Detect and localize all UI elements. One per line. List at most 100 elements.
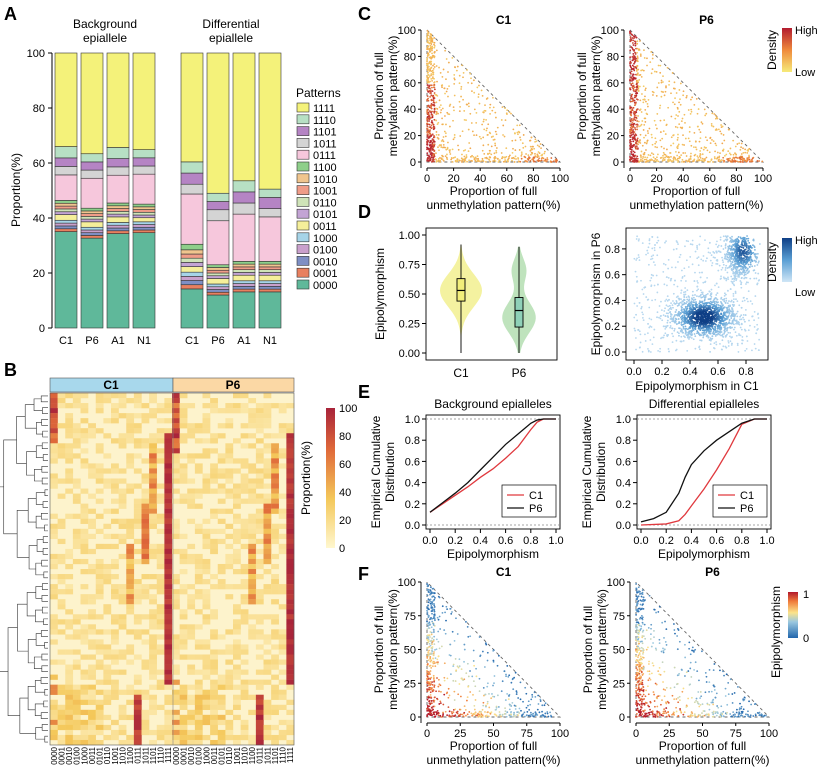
heatmap-cell <box>248 629 257 635</box>
data-point <box>629 132 632 135</box>
heatmap-cell <box>133 629 142 635</box>
heatmap-cell <box>141 503 150 509</box>
ytick-label: 20 <box>404 131 416 143</box>
heatmap-cell <box>126 488 135 494</box>
heatmap-cell <box>248 408 257 414</box>
data-point <box>550 161 552 163</box>
heatmap-cell <box>57 719 66 726</box>
heatmap-cell <box>202 478 211 484</box>
heatmap-cell <box>103 418 112 424</box>
heatmap-cell <box>118 729 127 736</box>
heatmap-cell <box>202 664 211 670</box>
scatter-point <box>727 331 730 334</box>
data-point <box>634 154 637 157</box>
heatmap-cell <box>255 599 264 605</box>
heatmap-cell <box>88 674 96 680</box>
data-point <box>470 82 473 85</box>
data-point <box>475 111 478 114</box>
heatmap-cell <box>72 649 81 655</box>
data-point <box>435 152 437 155</box>
scatter-point <box>715 343 718 346</box>
panel-a-legend: Patterns 1111111011011011011111001010100… <box>296 86 341 292</box>
data-point <box>486 97 489 100</box>
data-point <box>685 155 688 157</box>
heatmap-cell <box>133 674 142 680</box>
data-point <box>672 158 675 161</box>
heatmap-cell <box>133 594 142 600</box>
heatmap-cell <box>202 418 211 424</box>
data-point <box>430 74 432 77</box>
scatter-point <box>657 349 660 352</box>
heatmap-cell <box>248 433 257 439</box>
data-point <box>715 144 718 147</box>
heatmap-cell <box>88 654 96 660</box>
data-point <box>640 158 642 161</box>
heatmap-cell <box>118 443 127 449</box>
panel-a-ytick-label: 80 <box>33 103 45 115</box>
heatmap-cell <box>88 714 96 721</box>
data-point <box>632 106 635 109</box>
heatmap-cell <box>286 553 295 560</box>
bar-segment-1010 <box>206 267 230 271</box>
heatmap-cell <box>271 483 279 489</box>
data-point <box>674 125 677 128</box>
data-point <box>513 161 516 163</box>
heatmap-cell <box>248 679 257 685</box>
data-point <box>431 86 433 89</box>
scatter-point <box>682 300 685 302</box>
data-point <box>639 139 641 141</box>
data-point <box>511 152 514 154</box>
data-point <box>692 160 695 163</box>
heatmap-cell <box>286 639 295 645</box>
data-point <box>642 101 645 104</box>
scatter-point <box>672 248 675 251</box>
scatter-point <box>742 247 745 249</box>
legend-swatch-1001 <box>296 185 310 195</box>
heatmap-cell <box>210 724 218 731</box>
data-point <box>631 56 634 58</box>
data-point <box>682 134 684 137</box>
data-point <box>430 99 433 102</box>
heatmap-cell <box>65 689 74 695</box>
data-point <box>444 135 447 138</box>
data-point <box>433 104 436 107</box>
data-point <box>485 118 488 121</box>
bar-segment-0001 <box>232 288 256 293</box>
data-point <box>684 137 687 140</box>
bar-segment-0001 <box>132 229 156 234</box>
scatter-point <box>740 322 743 325</box>
heatmap-cell <box>225 584 234 590</box>
data-point <box>467 102 470 105</box>
scatter-point <box>710 254 713 257</box>
heatmap-cell <box>126 533 135 540</box>
heatmap-cell <box>149 704 157 710</box>
heatmap-col-label-1010: 1010 <box>118 746 127 764</box>
data-point <box>720 124 723 126</box>
data-point <box>631 146 634 149</box>
data-point <box>650 152 653 155</box>
heatmap-cell <box>248 694 257 700</box>
scatter-point <box>727 245 730 248</box>
heatmap-cell <box>141 553 150 560</box>
heatmap-cell <box>141 629 150 635</box>
data-point <box>677 133 679 136</box>
bar-segment-0011 <box>132 217 156 223</box>
heatmap-cell <box>57 443 66 449</box>
heatmap-cell <box>255 709 264 716</box>
scatter-point <box>641 242 644 245</box>
scatter-point <box>665 312 668 315</box>
heatmap-cell <box>88 468 96 474</box>
heatmap-cell <box>156 624 165 630</box>
heatmap-cell <box>111 614 119 620</box>
bar-segment-1111 <box>54 52 78 147</box>
heatmap-cell <box>149 639 157 645</box>
heatmap-cell <box>240 594 249 600</box>
panel-b-heat-cells <box>49 392 295 746</box>
heatmap-cell <box>141 438 150 444</box>
data-point <box>429 35 431 38</box>
bar-segment-0000 <box>180 288 204 329</box>
heatmap-cell <box>149 659 157 665</box>
heatmap-cell <box>95 443 104 449</box>
heatmap-cell <box>233 644 241 650</box>
heatmap-cell <box>164 674 173 680</box>
